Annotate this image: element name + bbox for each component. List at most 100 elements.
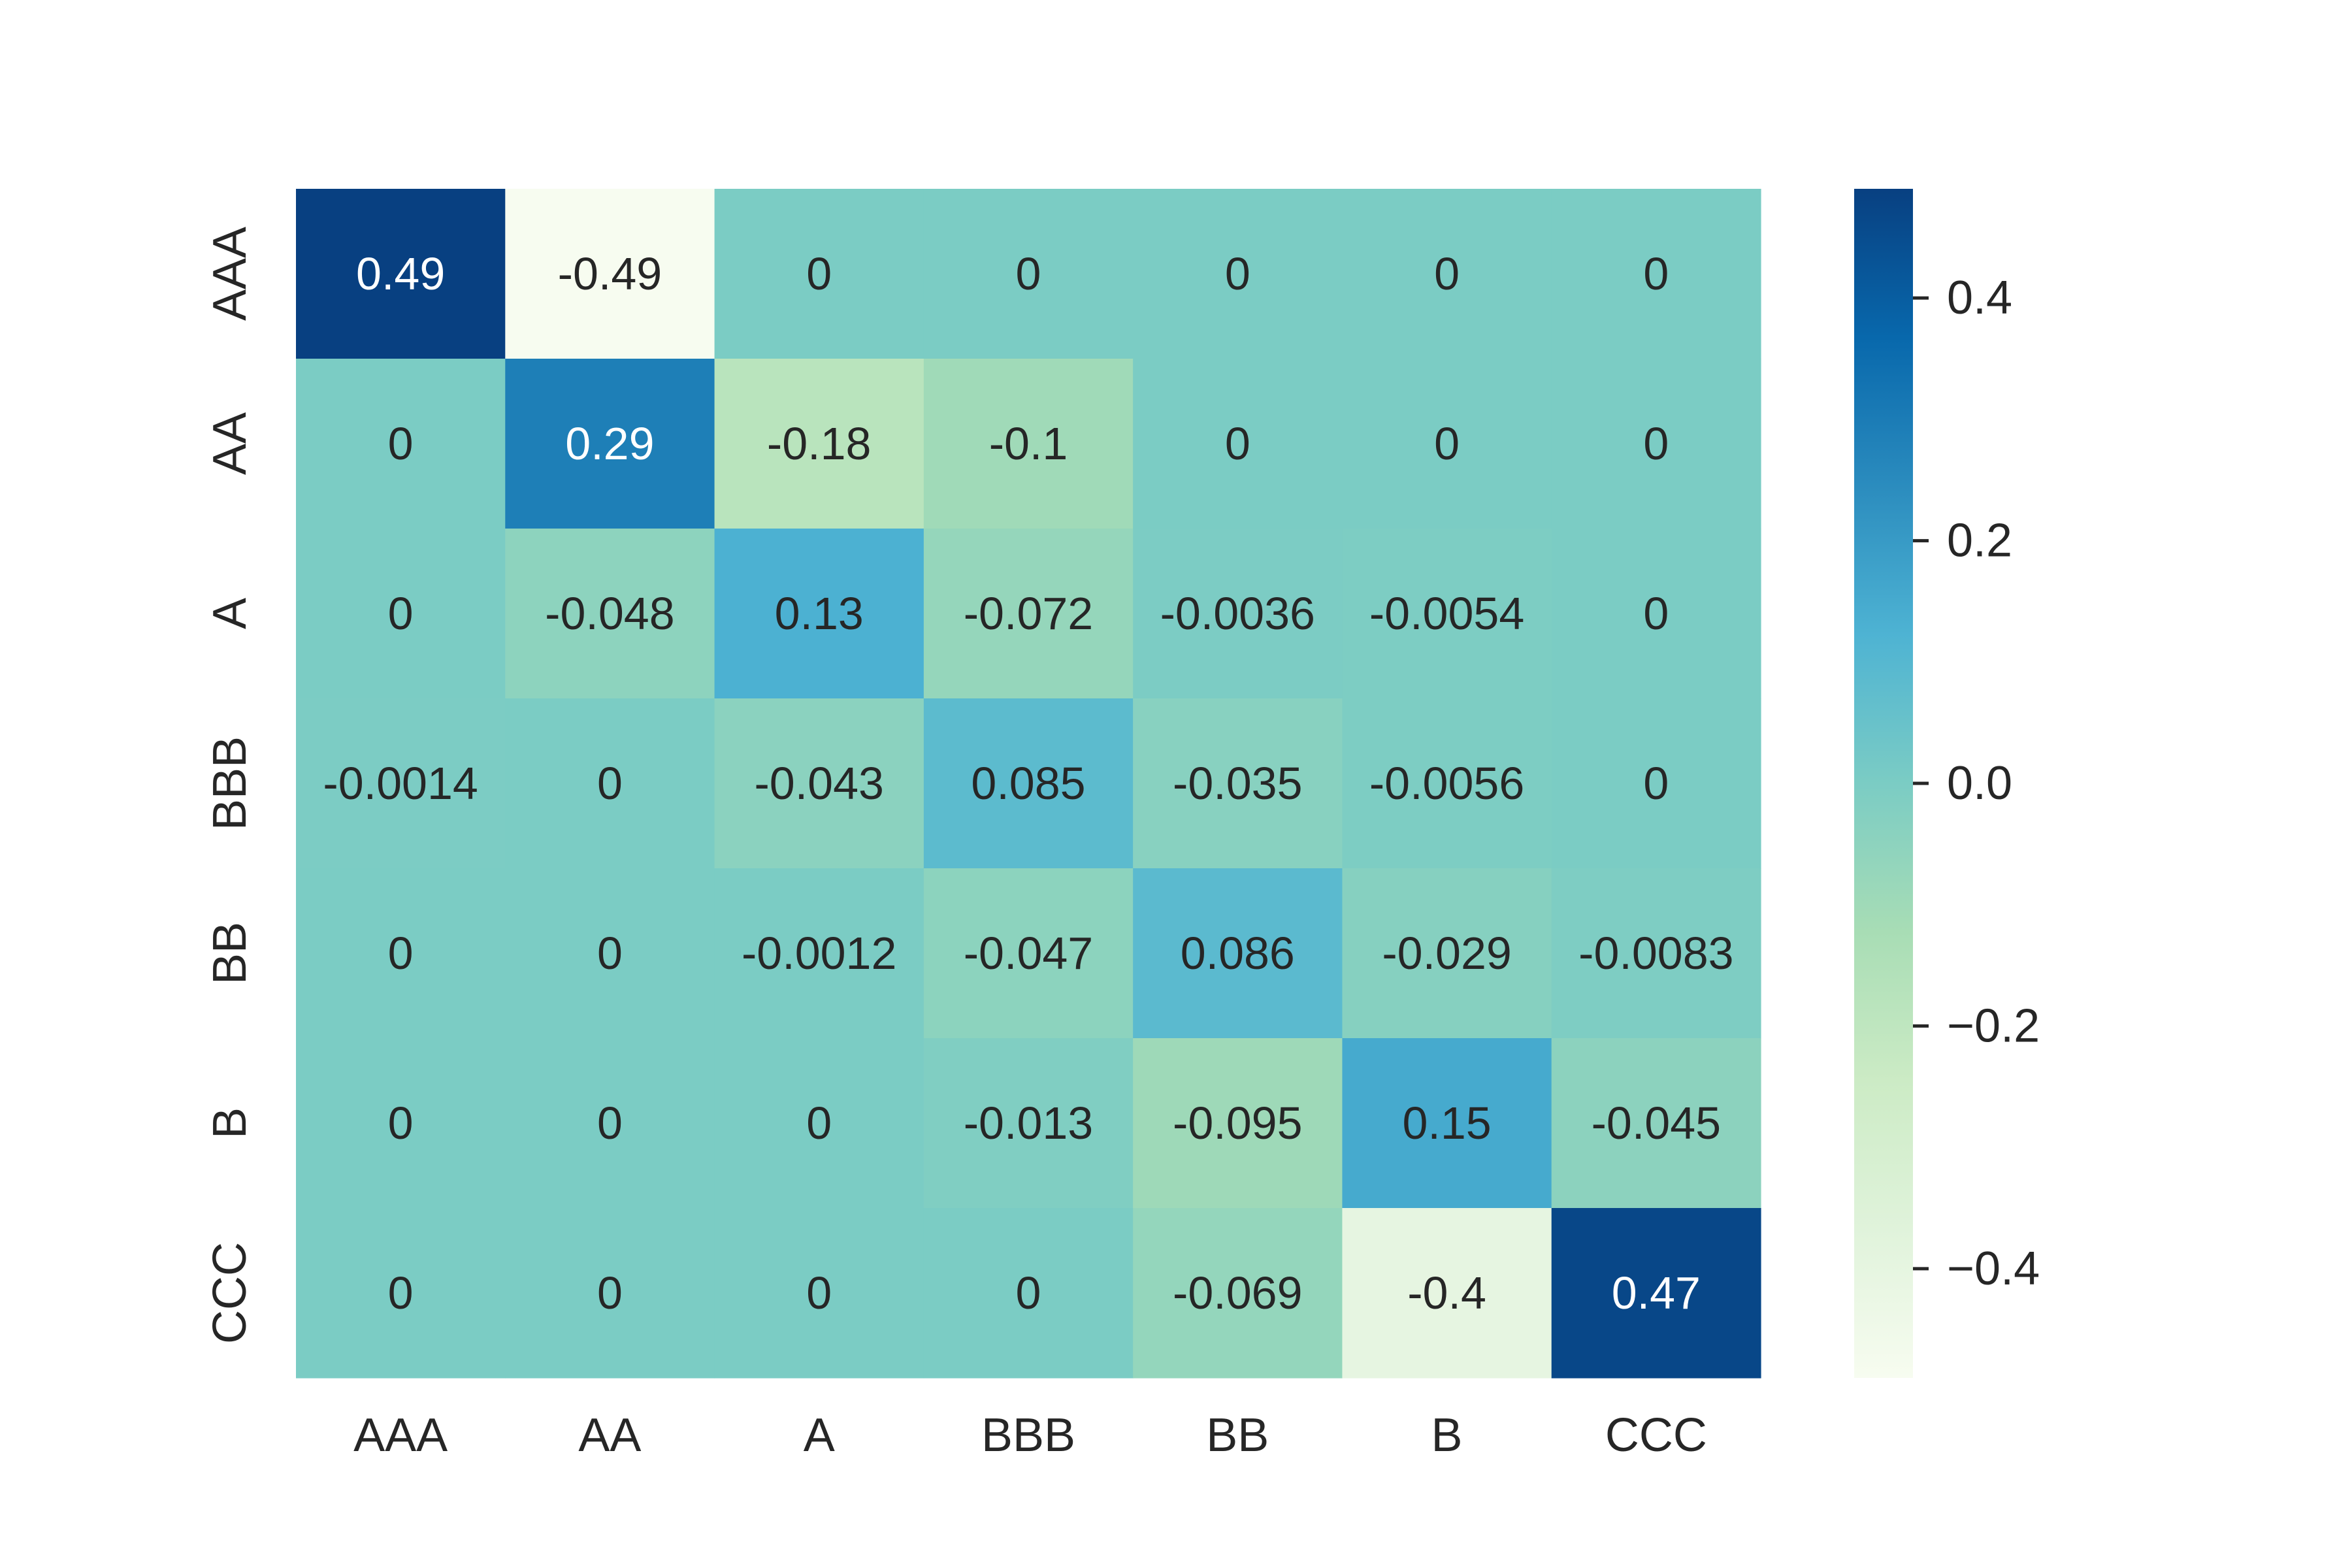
cell-annotation: -0.045 <box>1592 1098 1721 1149</box>
cell-annotation: 0 <box>1225 418 1250 469</box>
heatmap-cell <box>505 1038 715 1209</box>
y-tick-label: AA <box>204 412 256 475</box>
heatmap-cell <box>1551 359 1761 529</box>
cell-annotation: 0 <box>1434 418 1460 469</box>
colorbar-tick-label: 0.2 <box>1947 515 2012 567</box>
heatmap-cell <box>1133 1208 1343 1379</box>
heatmap-cell <box>1342 529 1552 699</box>
cell-annotation: 0 <box>1643 248 1669 299</box>
cell-annotation: 0 <box>806 1098 832 1149</box>
heatmap-cell <box>1551 529 1761 699</box>
x-tick-label: AAA <box>353 1409 448 1462</box>
heatmap-cells <box>296 189 1761 1379</box>
y-tick-label: CCC <box>204 1242 256 1344</box>
cell-annotation: -0.0056 <box>1369 758 1524 809</box>
cell-annotation: 0.13 <box>775 588 864 639</box>
cell-annotation: -0.072 <box>964 588 1093 639</box>
cell-annotation: -0.0083 <box>1578 928 1733 979</box>
cell-annotation: 0 <box>388 1098 414 1149</box>
cell-annotation: 0.49 <box>356 248 445 299</box>
heatmap-cell <box>923 1038 1134 1209</box>
cell-annotation: 0.085 <box>971 758 1085 809</box>
heatmap-cell <box>1342 1208 1552 1379</box>
heatmap-cell <box>1551 1038 1761 1209</box>
cell-annotation: 0 <box>806 248 832 299</box>
heatmap-cell <box>923 1208 1134 1379</box>
heatmap-cell <box>714 698 924 869</box>
heatmap-cell <box>1342 868 1552 1039</box>
x-axis: AAA AA A BBB BB B CCC <box>353 1409 1707 1462</box>
heatmap-cell <box>923 529 1134 699</box>
colorbar-tick-label: 0.4 <box>1947 272 2012 324</box>
cell-annotation: 0 <box>806 1267 832 1318</box>
heatmap-cell <box>923 868 1134 1039</box>
cell-annotation: -0.1 <box>989 418 1068 469</box>
cell-annotation: 0 <box>1434 248 1460 299</box>
cell-annotation: -0.4 <box>1407 1267 1486 1318</box>
heatmap-cell <box>1342 698 1552 869</box>
cell-annotation: 0 <box>1643 758 1669 809</box>
cell-annotations: 0.49 -0.49 0 0 0 0 0 0 0.29 -0.18 -0.1 0 0 0 0 -0.048 0.… <box>323 248 1733 1318</box>
cell-annotation: 0 <box>1643 418 1669 469</box>
heatmap-cell <box>296 529 506 699</box>
heatmap-cell <box>923 698 1134 869</box>
y-tick-label: B <box>204 1107 256 1139</box>
heatmap-cell <box>923 189 1134 359</box>
cell-annotation: -0.0054 <box>1369 588 1524 639</box>
heatmap-cell <box>714 529 924 699</box>
cell-annotation: -0.043 <box>754 758 883 809</box>
heatmap-cell <box>923 359 1134 529</box>
heatmap-cell <box>1551 698 1761 869</box>
cell-annotation: 0.15 <box>1402 1098 1491 1149</box>
heatmap-cell <box>1133 1038 1343 1209</box>
y-tick-label: A <box>204 598 256 629</box>
heatmap-cell <box>296 1208 506 1379</box>
cell-annotation: -0.048 <box>545 588 674 639</box>
cell-annotation: -0.047 <box>964 928 1093 979</box>
cell-annotation: 0 <box>1016 248 1041 299</box>
cell-annotation: 0 <box>388 928 414 979</box>
cell-annotation: -0.069 <box>1173 1267 1302 1318</box>
cell-annotation: -0.18 <box>767 418 872 469</box>
cell-annotation: 0 <box>388 418 414 469</box>
x-tick-label: BB <box>1206 1409 1269 1462</box>
heatmap-cell <box>714 189 924 359</box>
colorbar-tick-label: −0.2 <box>1947 1000 2040 1052</box>
heatmap-cell <box>505 529 715 699</box>
colorbar-tick-label: 0.0 <box>1947 757 2012 809</box>
x-tick-label: AA <box>578 1409 641 1462</box>
cell-annotation: 0.47 <box>1612 1267 1701 1318</box>
heatmap-cell <box>1133 698 1343 869</box>
cell-annotation: -0.0012 <box>742 928 896 979</box>
heatmap-cell <box>714 359 924 529</box>
heatmap-cell <box>1133 359 1343 529</box>
heatmap-cell <box>1133 529 1343 699</box>
heatmap-cell <box>1342 189 1552 359</box>
heatmap-cell <box>1551 1208 1761 1379</box>
y-tick-label: BB <box>204 922 256 985</box>
cell-annotation: -0.0014 <box>323 758 478 809</box>
cell-annotation: 0 <box>388 588 414 639</box>
heatmap-cell <box>505 359 715 529</box>
x-tick-label: CCC <box>1605 1409 1707 1462</box>
y-tick-label: AAA <box>204 227 256 321</box>
cell-annotation: 0 <box>597 928 623 979</box>
heatmap-cell <box>1551 868 1761 1039</box>
cell-annotation: -0.013 <box>964 1098 1093 1149</box>
x-tick-label: A <box>804 1409 835 1462</box>
heatmap-cell <box>296 1038 506 1209</box>
cell-annotation: 0.29 <box>565 418 654 469</box>
heatmap-cell <box>714 1038 924 1209</box>
colorbar-tick-label: −0.4 <box>1947 1243 2040 1295</box>
y-tick-label: BBB <box>204 736 256 830</box>
heatmap-cell <box>296 189 506 359</box>
cell-annotation: -0.49 <box>558 248 662 299</box>
heatmap-cell <box>1133 189 1343 359</box>
heatmap-cell <box>1342 359 1552 529</box>
cell-annotation: -0.095 <box>1173 1098 1302 1149</box>
x-tick-label: BBB <box>981 1409 1075 1462</box>
cell-annotation: 0 <box>597 758 623 809</box>
cell-annotation: 0 <box>388 1267 414 1318</box>
heatmap-cell <box>296 698 506 869</box>
